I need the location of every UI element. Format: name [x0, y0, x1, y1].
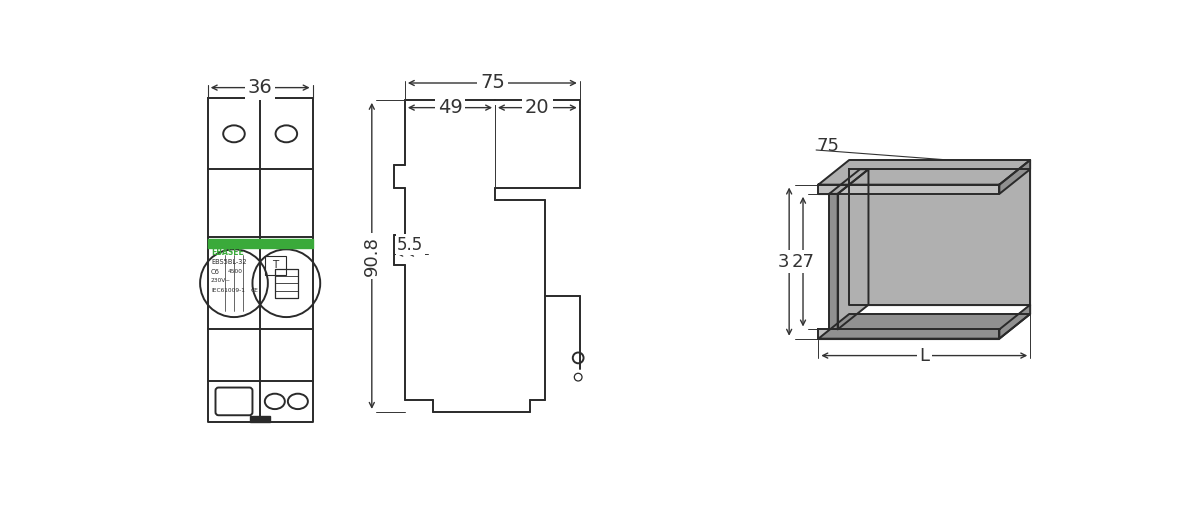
Polygon shape	[819, 314, 1030, 338]
Bar	[250, 416, 270, 422]
Text: T: T	[272, 261, 278, 270]
Text: 5.5: 5.5	[397, 236, 423, 254]
Polygon shape	[829, 169, 869, 194]
Text: IEC61009-1: IEC61009-1	[210, 288, 245, 293]
Polygon shape	[999, 305, 1030, 338]
Text: CE: CE	[251, 288, 259, 293]
Text: 36: 36	[247, 78, 272, 97]
Polygon shape	[819, 185, 999, 194]
Polygon shape	[999, 160, 1030, 194]
Polygon shape	[838, 169, 869, 329]
Polygon shape	[850, 169, 1030, 305]
Text: 230V~: 230V~	[210, 279, 231, 283]
Text: 35: 35	[778, 252, 801, 271]
Text: 49: 49	[437, 98, 462, 117]
Text: L: L	[919, 347, 930, 365]
Bar	[275, 269, 298, 298]
Text: 75: 75	[480, 74, 504, 93]
Text: 90.8: 90.8	[363, 236, 381, 276]
Text: EBS5BL-32: EBS5BL-32	[210, 260, 246, 265]
Text: EBASEE: EBASEE	[210, 248, 244, 257]
Text: C6: C6	[210, 269, 220, 274]
Polygon shape	[829, 194, 838, 329]
Polygon shape	[819, 160, 1030, 185]
Polygon shape	[819, 329, 999, 338]
Text: 4500: 4500	[228, 269, 243, 274]
Text: 20: 20	[525, 98, 550, 117]
Text: 27: 27	[791, 252, 815, 271]
Text: 75: 75	[816, 137, 839, 155]
